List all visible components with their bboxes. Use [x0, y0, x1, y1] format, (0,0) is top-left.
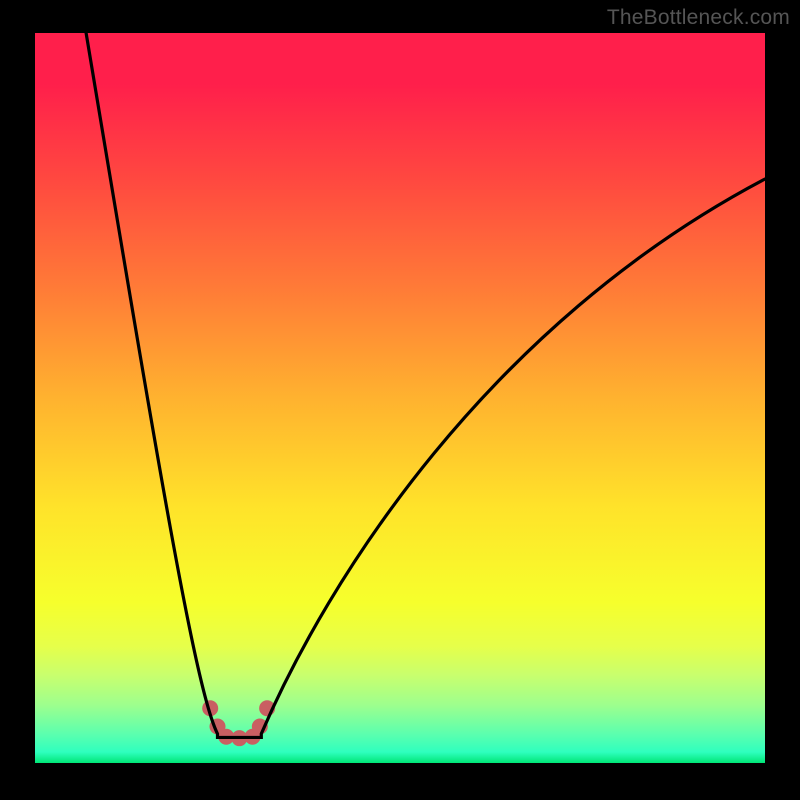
bottleneck-curve-chart [0, 0, 800, 800]
chart-frame: TheBottleneck.com [0, 0, 800, 800]
watermark-text: TheBottleneck.com [607, 6, 790, 30]
plot-background [35, 33, 765, 763]
